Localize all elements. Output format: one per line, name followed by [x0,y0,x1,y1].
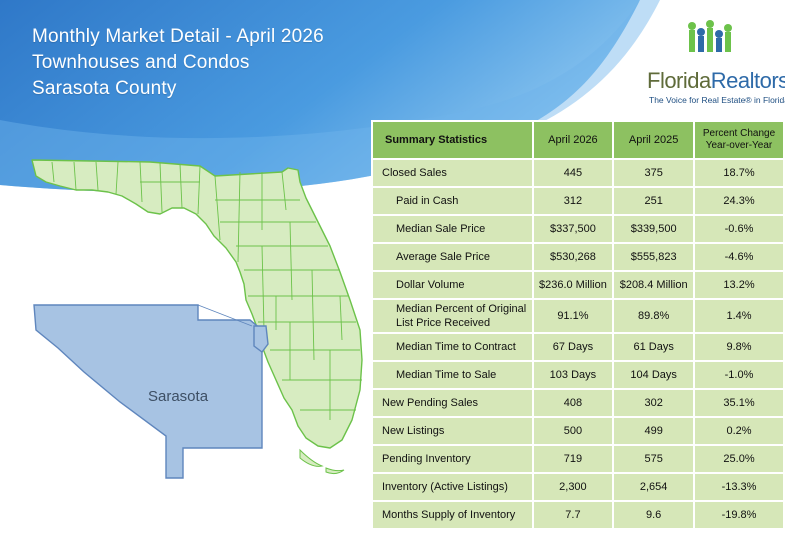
florida-realtors-logo [688,20,732,52]
cell-current: 7.7 [533,502,613,528]
logo-tagline: The Voice for Real Estate® in Florida [649,95,785,105]
row-label: New Pending Sales [373,390,532,416]
table-row: Median Percent of Original List Price Re… [373,300,783,332]
cell-previous: 61 Days [614,334,694,360]
row-label: Median Percent of Original List Price Re… [373,300,532,332]
table-row: Months Supply of Inventory 7.7 9.6 -19.8… [373,502,783,528]
row-label: New Listings [373,418,532,444]
cell-current: $236.0 Million [533,272,613,298]
cell-previous: 499 [614,418,694,444]
sarasota-county-inset [33,304,269,479]
cell-current: 408 [533,390,613,416]
county-subtitle: Sarasota County [32,78,177,99]
row-label: Median Time to Sale [373,362,532,388]
table-row: Paid in Cash 312 251 24.3% [373,188,783,214]
header-summary-statistics: Summary Statistics [373,122,532,158]
cell-previous: 575 [614,446,694,472]
table-row: Pending Inventory 719 575 25.0% [373,446,783,472]
header-current-month: April 2026 [533,122,613,158]
logo-word-florida: Florida [647,68,711,93]
cell-current: $337,500 [533,216,613,242]
cell-previous: 375 [614,160,694,186]
florida-keys [299,448,345,475]
cell-current: 91.1% [533,300,613,332]
row-label: Inventory (Active Listings) [373,474,532,500]
cell-change: 13.2% [695,272,783,298]
cell-change: 9.8% [695,334,783,360]
logo-wordmark: FloridaRealtors® [647,68,785,94]
logo-word-realtors: Realtors [710,68,785,93]
table-row: Median Time to Sale 103 Days 104 Days -1… [373,362,783,388]
header-percent-change: Percent Change Year-over-Year [695,122,783,158]
cell-current: 500 [533,418,613,444]
cell-previous: 89.8% [614,300,694,332]
cell-previous: 251 [614,188,694,214]
table-row: Average Sale Price $530,268 $555,823 -4.… [373,244,783,270]
inset-leader-line [197,304,253,327]
row-label: Median Sale Price [373,216,532,242]
table-row: New Pending Sales 408 302 35.1% [373,390,783,416]
cell-current: 67 Days [533,334,613,360]
row-label: Paid in Cash [373,188,532,214]
cell-change: -13.3% [695,474,783,500]
cell-change: 18.7% [695,160,783,186]
row-label: Months Supply of Inventory [373,502,532,528]
row-label: Dollar Volume [373,272,532,298]
cell-current: 312 [533,188,613,214]
cell-change: 25.0% [695,446,783,472]
cell-previous: $339,500 [614,216,694,242]
cell-previous: 9.6 [614,502,694,528]
cell-current: 719 [533,446,613,472]
cell-change: 35.1% [695,390,783,416]
row-label: Pending Inventory [373,446,532,472]
table-header-row: Summary Statistics April 2026 April 2025… [373,122,783,158]
cell-change: -19.8% [695,502,783,528]
header-prior-year-month: April 2025 [614,122,694,158]
row-label: Average Sale Price [373,244,532,270]
cell-previous: 2,654 [614,474,694,500]
row-label: Median Time to Contract [373,334,532,360]
cell-previous: $555,823 [614,244,694,270]
cell-current: 445 [533,160,613,186]
people-logo-icon [688,20,732,52]
cell-change: -4.6% [695,244,783,270]
county-borders [51,161,362,420]
table-row: Median Sale Price $337,500 $339,500 -0.6… [373,216,783,242]
table-row: New Listings 500 499 0.2% [373,418,783,444]
cell-change: 1.4% [695,300,783,332]
cell-current: $530,268 [533,244,613,270]
cell-previous: 104 Days [614,362,694,388]
page-title: Monthly Market Detail - April 2026 [32,26,324,47]
cell-previous: 302 [614,390,694,416]
property-type-subtitle: Townhouses and Condos [32,52,250,73]
summary-statistics-table: Summary Statistics April 2026 April 2025… [371,120,785,530]
row-label: Closed Sales [373,160,532,186]
cell-change: 0.2% [695,418,783,444]
table-row: Closed Sales 445 375 18.7% [373,160,783,186]
cell-change: -0.6% [695,216,783,242]
state-outline [31,159,363,449]
cell-change: -1.0% [695,362,783,388]
county-map-label: Sarasota [148,388,209,405]
table-row: Inventory (Active Listings) 2,300 2,654 … [373,474,783,500]
cell-current: 2,300 [533,474,613,500]
cell-current: 103 Days [533,362,613,388]
cell-previous: $208.4 Million [614,272,694,298]
table-row: Dollar Volume $236.0 Million $208.4 Mill… [373,272,783,298]
table-row: Median Time to Contract 67 Days 61 Days … [373,334,783,360]
cell-change: 24.3% [695,188,783,214]
